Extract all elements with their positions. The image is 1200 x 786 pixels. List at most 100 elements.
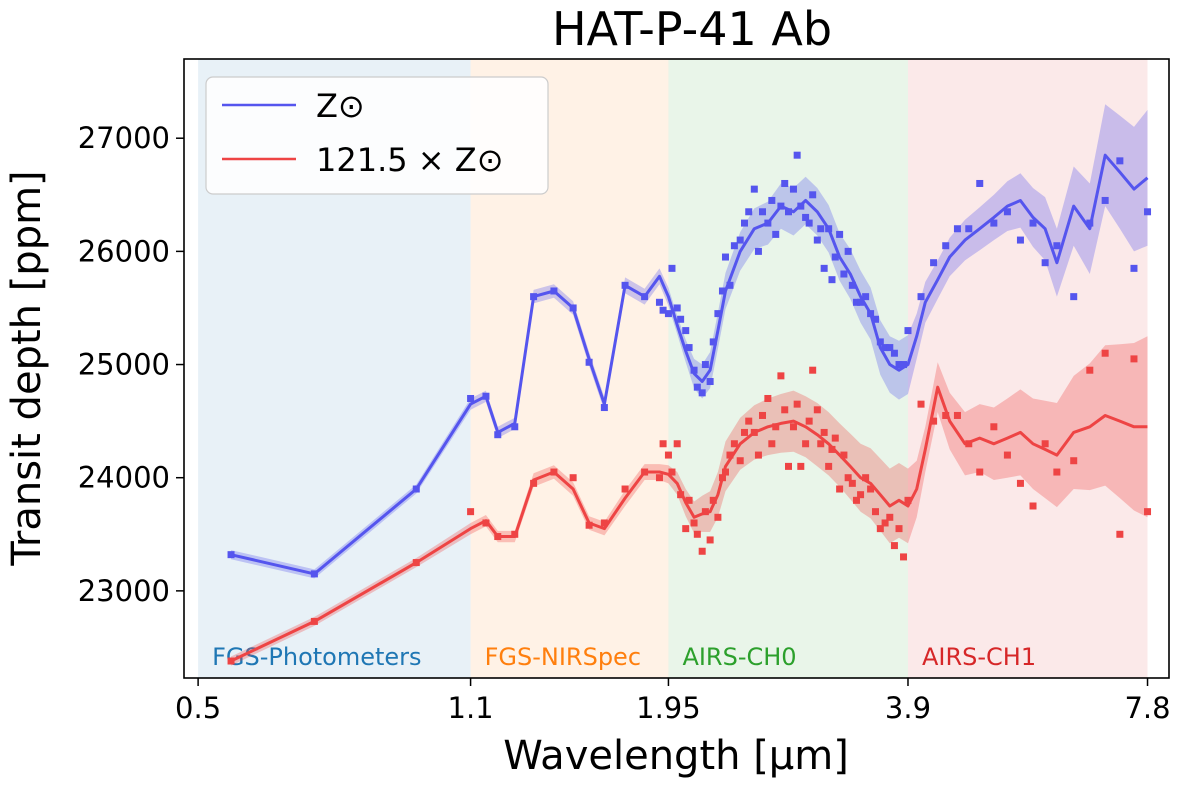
series-0-point (852, 298, 860, 306)
series-1-point (641, 468, 649, 476)
y-tick-label: 26000 (78, 234, 170, 268)
series-1-point (820, 428, 828, 436)
series-0-point (876, 338, 884, 346)
legend-label-enriched: 121.5 × Z⊙ (316, 141, 504, 179)
series-1-point (698, 547, 706, 555)
series-1-point (494, 533, 502, 541)
series-1-point (886, 513, 894, 521)
series-0-point (831, 253, 839, 261)
series-0-point (1029, 219, 1037, 227)
series-0-point (789, 185, 797, 193)
series-1-point (965, 440, 973, 448)
series-0-point (886, 344, 894, 352)
series-0-point (976, 179, 984, 187)
x-axis-label: Wavelength [μm] (503, 733, 849, 779)
series-1-point (693, 530, 701, 538)
series-1-point (682, 525, 690, 533)
x-tick-label: 3.9 (885, 691, 931, 725)
series-1-point (511, 530, 519, 538)
series-0-point (750, 185, 758, 193)
x-tick-label: 7.8 (1124, 691, 1170, 725)
series-1-point (805, 417, 813, 425)
series-0-point (917, 293, 925, 301)
series-1-point (569, 474, 577, 482)
chart-title: HAT-P-41 Ab (552, 2, 832, 56)
series-0-point (690, 366, 698, 374)
series-1-point (990, 423, 998, 431)
series-0-point (740, 219, 748, 227)
series-0-point (965, 225, 973, 233)
series-0-point (1144, 208, 1152, 216)
series-1-point (785, 462, 793, 470)
series-0-point (754, 247, 762, 255)
y-tick-label: 25000 (78, 348, 170, 382)
series-1-point (690, 519, 698, 527)
series-0-point (862, 293, 870, 301)
series-0-point (1016, 236, 1024, 244)
series-0-point (848, 281, 856, 289)
x-tick-label: 0.5 (175, 691, 221, 725)
series-0-point (904, 327, 912, 335)
series-1-point (685, 496, 693, 504)
series-0-point (1003, 208, 1011, 216)
series-1-point (904, 496, 912, 504)
series-1-point (953, 411, 961, 419)
series-1-point (793, 400, 801, 408)
series-0-point (482, 392, 490, 400)
series-1-point (930, 417, 938, 425)
series-1-point (881, 519, 889, 527)
series-1-point (721, 468, 729, 476)
series-0-point (942, 242, 950, 250)
series-1-point (836, 485, 844, 493)
series-0-point (797, 202, 805, 210)
series-1-point (530, 479, 538, 487)
series-0-point (569, 304, 577, 312)
series-0-point (494, 431, 502, 439)
legend-label-solar: Z⊙ (316, 87, 365, 125)
series-0-point (673, 304, 681, 312)
series-1-point (1086, 366, 1094, 374)
series-0-point (930, 259, 938, 267)
series-0-point (721, 253, 729, 261)
series-1-point (917, 400, 925, 408)
series-1-point (813, 406, 821, 414)
series-1-point (777, 372, 785, 380)
series-0-point (714, 310, 722, 318)
series-1-point (701, 508, 709, 516)
series-0-point (550, 287, 558, 295)
band-label-1: FGS-NIRSpec (485, 643, 641, 671)
series-0-point (412, 485, 420, 493)
series-1-point (759, 411, 767, 419)
series-0-point (1053, 242, 1061, 250)
series-0-point (310, 570, 318, 578)
series-0-point (857, 298, 865, 306)
series-0-point (736, 236, 744, 244)
series-1-point (768, 440, 776, 448)
series-1-point (718, 474, 726, 482)
series-1-point (740, 428, 748, 436)
series-1-point (781, 406, 789, 414)
band-label-2: AIRS-CH0 (682, 643, 796, 671)
series-1-point (310, 617, 318, 625)
series-1-point (412, 559, 420, 567)
data-series (227, 104, 1152, 666)
series-1-point (1041, 440, 1049, 448)
series-1-point (942, 411, 950, 419)
series-1-point (862, 474, 870, 482)
series-1-point (655, 474, 663, 482)
band-label-3: AIRS-CH1 (922, 643, 1036, 671)
series-1-point (750, 428, 758, 436)
x-axis-ticks: 0.5 1.1 1.95 3.9 7.8 (175, 678, 1171, 725)
series-1-point (797, 462, 805, 470)
series-0-point (890, 349, 898, 357)
y-tick-label: 27000 (78, 121, 170, 155)
series-1-point (726, 451, 734, 459)
series-0-point (785, 208, 793, 216)
series-0-point (813, 236, 821, 244)
series-0-point (805, 219, 813, 227)
series-0-point (1070, 293, 1078, 301)
series-0-point (895, 361, 903, 369)
series-1-point (600, 519, 608, 527)
series-1-point (668, 468, 676, 476)
